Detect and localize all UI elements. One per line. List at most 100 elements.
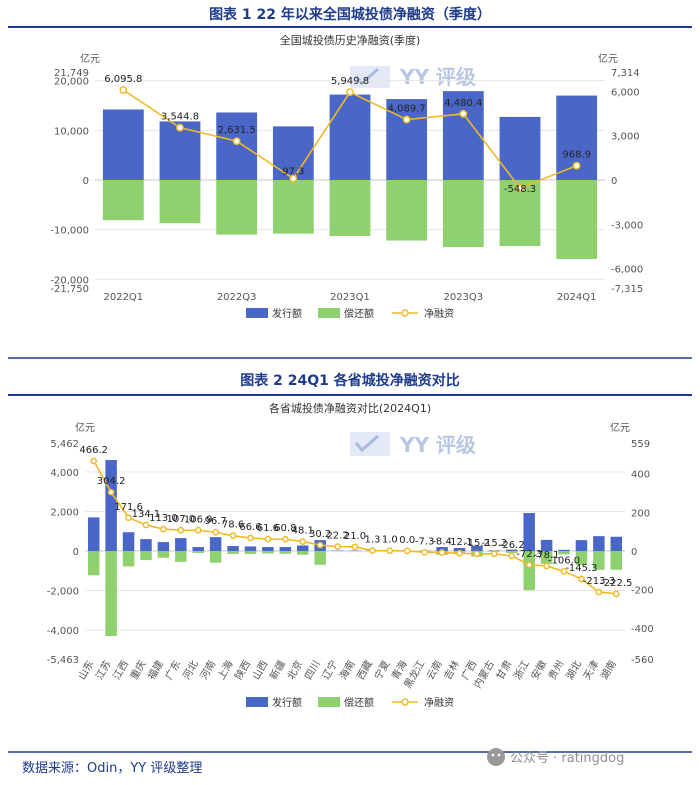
issuance-bar (244, 546, 257, 551)
right-axis-extreme-label: 559 (631, 439, 650, 450)
issuance-bar (329, 94, 371, 180)
province-label: 上海 (214, 658, 235, 682)
legend-repayment-label: 偿还额 (344, 307, 374, 320)
net-financing-point (247, 534, 254, 542)
province-label: 河北 (180, 659, 200, 682)
repayment-bar (386, 179, 428, 241)
issuance-bar (105, 460, 117, 551)
legend-repayment-swatch (318, 308, 340, 318)
repayment-bar (329, 179, 371, 237)
repayment-bar (556, 179, 598, 259)
issuance-bar (593, 536, 605, 551)
right-axis-tick-label: -400 (631, 624, 654, 635)
net-financing-data-label: 97.3 (282, 167, 304, 178)
net-financing-line (93, 460, 617, 595)
repayment-bar (209, 550, 222, 563)
repayment-bar (140, 550, 152, 561)
net-financing-point (421, 548, 429, 556)
net-financing-data-label: 5,949.8 (331, 76, 369, 87)
quarter-label: 2022Q3 (217, 292, 257, 303)
quarter-label: 2023Q1 (330, 292, 370, 303)
issuance-bar (506, 549, 518, 551)
issuance-bar (296, 545, 309, 551)
issuance-bar (523, 513, 535, 551)
net-financing-point (560, 568, 568, 575)
net-financing-data-label: 113.0 (149, 513, 178, 524)
left-axis-tick-label: -10,000 (50, 226, 89, 237)
right-axis-tick-label: 0 (631, 547, 637, 558)
net-financing-point (90, 457, 98, 465)
right-axis-tick-label: -6,000 (611, 265, 643, 276)
net-financing-data-label: 21.0 (344, 531, 366, 542)
net-financing-point (525, 561, 533, 569)
figure-2-watermark-text: YY 评级 (399, 433, 476, 457)
province-label: 四川 (303, 659, 323, 682)
right-axis-tick-label: 200 (631, 508, 650, 519)
net-financing-data-label: 107.0 (166, 514, 195, 525)
province-label: 福建 (145, 658, 166, 682)
net-financing-data-label: -26.2 (499, 540, 525, 551)
issuance-bar (209, 537, 222, 551)
figure-1-left-unit: 亿元 (80, 52, 100, 65)
wechat-badge: 公众号 · ratingdog (487, 748, 624, 766)
province-label: 河南 (197, 658, 218, 682)
wechat-account-label: 公众号 · ratingdog (510, 751, 624, 766)
net-financing-data-label: -72.3 (516, 549, 542, 560)
left-axis-tick-label: -4,000 (47, 626, 79, 637)
figure-2-x-axis: 山东江苏江西重庆福建广东河北河南上海陕西山西新疆北京四川辽宁海南西藏宁夏青海黑龙… (75, 658, 619, 690)
issuance-bar (272, 126, 314, 180)
net-financing-data-label: -106.0 (548, 555, 580, 566)
issuance-bar (471, 545, 483, 551)
repayment-bar (314, 550, 326, 565)
net-financing-point (456, 549, 463, 557)
issuance-bar (216, 112, 258, 180)
repayment-bar (296, 550, 309, 555)
net-financing-data-label: 1.3 (364, 535, 380, 546)
figure-2-bars (87, 460, 623, 637)
repayment-bar (192, 550, 204, 553)
net-financing-data-label: 1.0 (382, 535, 398, 546)
repayment-bar (216, 179, 258, 235)
quarter-label: 2022Q1 (103, 292, 143, 303)
province-label: 宁夏 (371, 658, 392, 682)
net-financing-point (232, 137, 241, 146)
legend-net-label: 净融资 (424, 307, 454, 320)
net-financing-point (229, 532, 237, 540)
repayment-bar (262, 550, 274, 554)
figure-1: 图表 1 22 年以来全国城投债净融资（季度） 全国城投债历史净融资(季度) 亿… (8, 6, 692, 359)
repayment-bar (102, 179, 144, 221)
net-financing-data-label: -213.3 (583, 576, 615, 587)
figure-1-left-axis: 20,000 10,000 0 -10,000 -20,000 21,749 -21,750 (50, 68, 89, 295)
net-financing-point (119, 86, 128, 94)
net-financing-data-label: 48.1 (292, 526, 314, 537)
net-financing-data-label: 0.0 (399, 535, 415, 546)
figure-1-net-line: 6,095.8 3,544.8 2,631.5 97.3 5,949.8 4,089.7 4… (104, 74, 591, 195)
issuance-bar (610, 536, 623, 551)
net-financing-point (473, 550, 481, 558)
right-axis-tick-label: 6,000 (611, 87, 640, 98)
figure-1-bars (102, 91, 598, 259)
repayment-bar (244, 550, 257, 554)
left-axis-tick-label: 2,000 (50, 507, 79, 518)
province-label: 重庆 (127, 658, 148, 682)
left-axis-tick-label: 0 (83, 176, 89, 187)
net-financing-point (299, 538, 307, 545)
left-axis-tick-label: 0 (73, 547, 79, 558)
figure-2-left-unit: 亿元 (75, 421, 95, 434)
net-financing-data-label: 466.2 (79, 445, 108, 456)
net-financing-data-label: -548.3 (504, 184, 536, 195)
repayment-bar (105, 550, 117, 637)
figure-1-watermark: YY 评级 (350, 65, 476, 89)
net-financing-data-label: -15.2 (464, 538, 490, 549)
province-label: 江西 (111, 659, 131, 682)
net-financing-data-label: -12.1 (447, 537, 473, 548)
figure-1-chart-title: 全国城投债历史净融资(季度) (280, 33, 421, 47)
right-axis-tick-label: -200 (631, 586, 654, 597)
figure-2-right-axis: 400 200 0 -200 -400 559 -560 (631, 439, 654, 666)
net-financing-data-label: 22.2 (326, 531, 348, 542)
checkmark-icon (354, 67, 379, 86)
legend-net-marker (401, 698, 409, 706)
net-financing-data-label: 6,095.8 (104, 74, 142, 85)
net-financing-data-label: 171.6 (114, 502, 143, 513)
net-financing-point (351, 543, 359, 551)
